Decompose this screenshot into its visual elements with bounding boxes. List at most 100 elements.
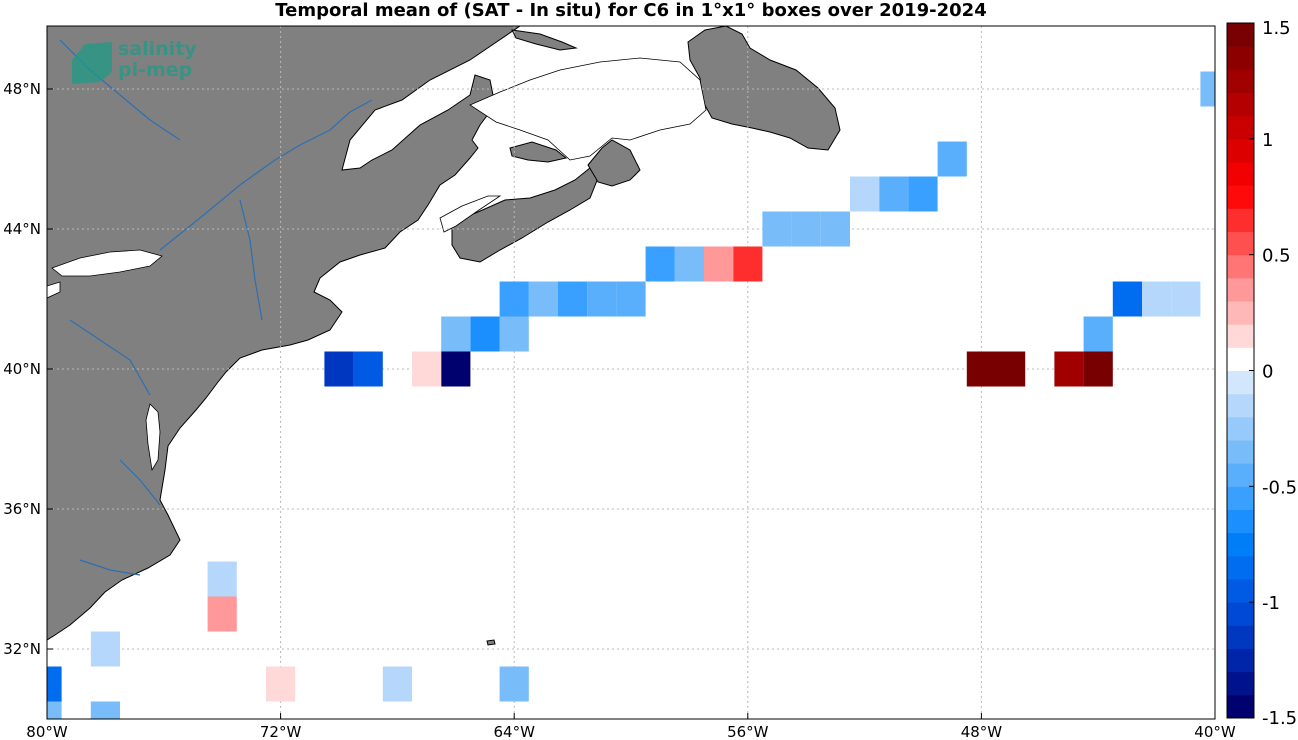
colorbar-swatch <box>1227 532 1254 557</box>
map-title: Temporal mean of (SAT - In situ) for C6 … <box>275 0 986 21</box>
colorbar-swatch <box>1227 254 1254 279</box>
longitude-tick-labels: 80°W 72°W 64°W 56°W 48°W 40°W <box>26 713 1236 740</box>
colorbar-swatch <box>1227 370 1254 395</box>
colorbar-tick-label: 1.5 <box>1262 18 1291 39</box>
colorbar-swatch <box>1227 555 1254 580</box>
chesapeake-bay <box>145 403 161 472</box>
data-cell <box>207 596 237 632</box>
latitude-tick-labels: 32°N 36°N 40°N 44°N 48°N <box>3 80 53 658</box>
colorbar-swatch <box>1227 347 1254 371</box>
data-cell <box>1112 281 1142 317</box>
lat-tick-label: 32°N <box>3 640 41 658</box>
data-cell <box>674 246 704 282</box>
colorbar-swatch <box>1227 115 1254 140</box>
data-cell <box>441 316 471 352</box>
data-cell <box>324 351 354 387</box>
colorbar-swatch <box>1227 393 1254 418</box>
colorbar-tick-label: -1 <box>1262 593 1280 614</box>
river-2 <box>69 319 151 396</box>
colorbar-swatch <box>1227 625 1254 649</box>
colorbar-swatch <box>1227 92 1254 117</box>
data-cell <box>1083 316 1113 352</box>
river-3 <box>239 199 263 321</box>
data-cell <box>1259 72 1288 107</box>
data-cell <box>353 351 383 387</box>
data-cell <box>1054 351 1084 387</box>
lon-tick-label: 64°W <box>493 723 535 740</box>
lon-tick-label: 56°W <box>727 723 769 740</box>
data-cell <box>704 246 734 282</box>
colorbar-swatch <box>1227 579 1254 603</box>
data-cell <box>499 316 529 352</box>
map-frame <box>46 25 1216 720</box>
colorbar-swatch <box>1227 648 1254 673</box>
colorbar-swatch <box>1227 486 1254 510</box>
lat-tick-label: 44°N <box>3 220 41 238</box>
logo-mark <box>72 42 112 84</box>
salinity-pimep-logo: salinity pi-mep <box>72 38 197 84</box>
lake-ontario <box>51 249 163 277</box>
data-cell <box>90 631 120 667</box>
data-cell <box>441 351 471 387</box>
inland-water <box>47 57 707 472</box>
lat-tick-label: 48°N <box>3 80 41 98</box>
colorbar-tick-labels: 1.5 1 0.5 0 -0.5 -1 -1.5 <box>1249 18 1297 729</box>
lake-erie <box>47 281 61 299</box>
data-cell <box>820 211 850 247</box>
data-cell <box>733 246 763 282</box>
data-cells <box>47 71 1288 719</box>
data-cell <box>762 211 792 247</box>
data-cell <box>266 666 296 702</box>
lat-tick-label: 36°N <box>3 500 41 518</box>
colorbar <box>1226 22 1255 719</box>
data-cell <box>1083 351 1113 387</box>
data-cell <box>90 701 120 719</box>
colorbar-swatch <box>1227 23 1254 47</box>
nova-scotia <box>451 167 599 263</box>
bay-of-fundy <box>439 195 502 233</box>
colorbar-swatch <box>1227 185 1254 209</box>
lon-tick-label: 40°W <box>1194 723 1236 740</box>
bermuda <box>486 639 496 646</box>
colorbar-swatch <box>1227 602 1254 626</box>
north-america-mainland <box>47 26 521 641</box>
data-cell <box>850 176 880 212</box>
map-area[interactable] <box>32 26 1288 737</box>
colorbar-swatch <box>1227 231 1254 256</box>
data-cell <box>616 281 646 317</box>
data-cell <box>1200 71 1215 107</box>
colorbar-swatch <box>1227 671 1254 696</box>
colorbar-tick-label: -1.5 <box>1262 708 1297 729</box>
data-cell <box>528 281 558 317</box>
colorbar-swatch <box>1227 46 1254 70</box>
data-cell <box>47 666 62 702</box>
colorbar-tick-label: -0.5 <box>1262 477 1297 498</box>
data-cell <box>382 666 412 702</box>
data-cell <box>791 211 821 247</box>
data-cell <box>937 141 967 177</box>
data-cell <box>558 281 588 317</box>
data-cell <box>499 281 529 317</box>
colorbar-swatch <box>1227 277 1254 302</box>
colorbar-swatch <box>1227 509 1254 534</box>
data-cell <box>645 246 675 282</box>
data-cell <box>470 316 500 352</box>
colorbar-tick-label: 0.5 <box>1262 246 1291 267</box>
logo-line-2: pi-mep <box>118 59 192 81</box>
land-layer <box>47 26 841 646</box>
data-cell <box>879 176 909 212</box>
data-cell <box>908 176 938 212</box>
anticosti-island <box>511 29 578 51</box>
data-cell <box>966 351 996 387</box>
data-cell <box>207 561 237 597</box>
data-cell <box>499 666 529 702</box>
data-cell <box>996 351 1026 387</box>
cape-breton <box>587 139 641 187</box>
colorbar-swatch <box>1227 138 1254 163</box>
colorbar-swatch <box>1227 463 1254 487</box>
colorbar-swatch <box>1227 694 1254 719</box>
colorbar-swatch <box>1227 416 1254 441</box>
logo-line-1: salinity <box>118 38 197 60</box>
river-5 <box>79 559 141 576</box>
data-cell <box>1171 281 1201 317</box>
